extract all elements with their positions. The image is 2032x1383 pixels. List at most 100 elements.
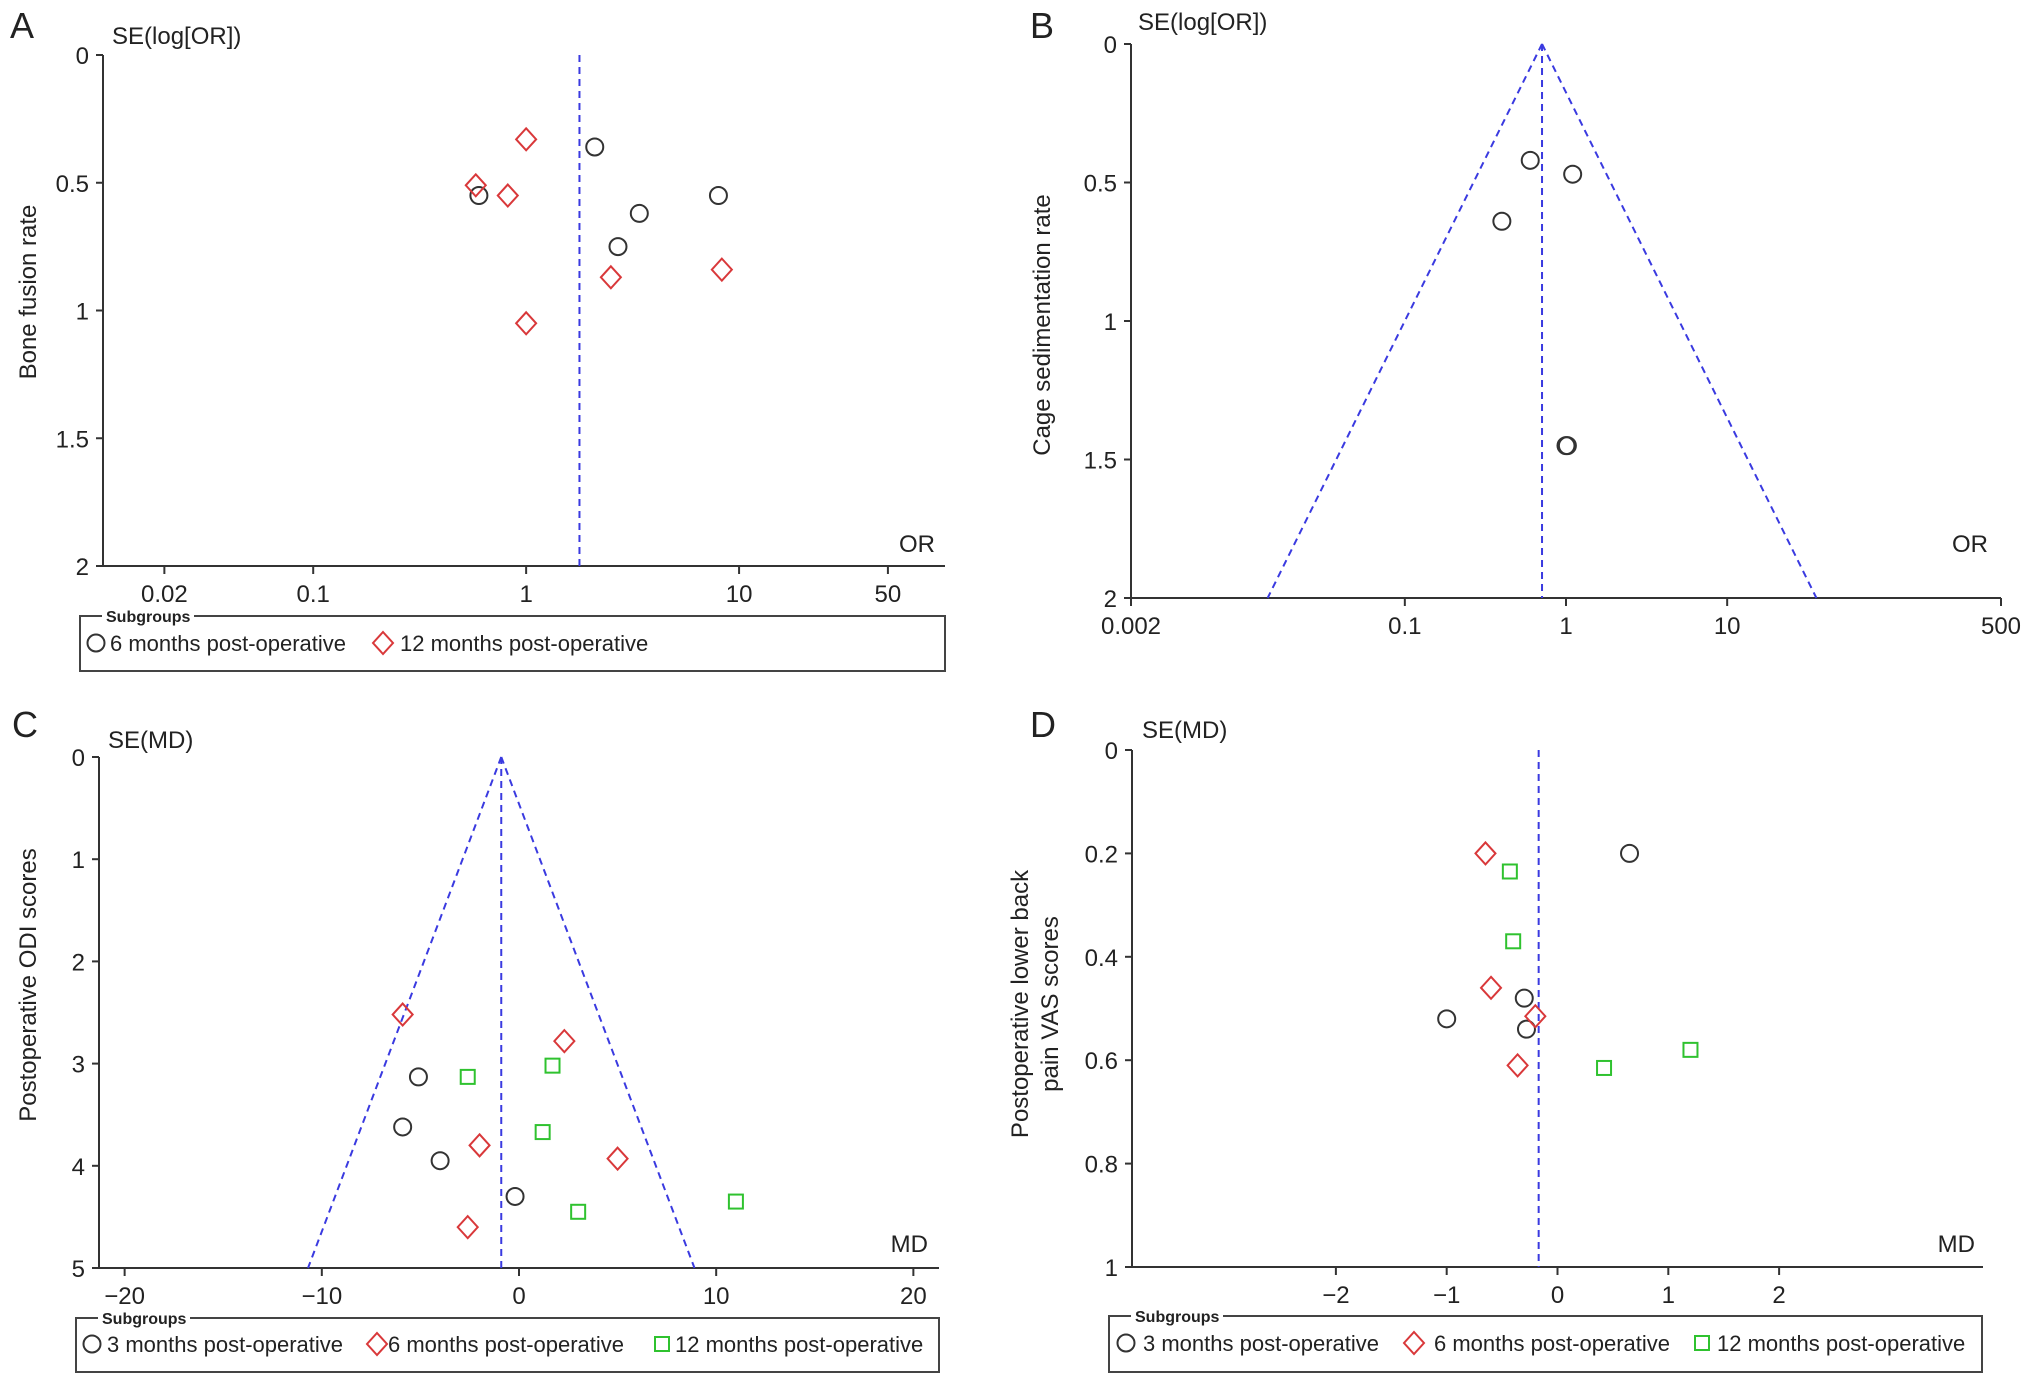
x-tick-label: 10 (1714, 613, 1741, 640)
x-axis-label: OR (899, 531, 935, 558)
data-point-diamond (710, 257, 734, 283)
panel-letter: A (10, 5, 34, 46)
x-tick-label: −1 (1433, 1282, 1460, 1309)
x-tick-label: 20 (900, 1283, 927, 1310)
x-axis-label: MD (891, 1231, 928, 1258)
panel-d: D SE(MD) Postoperative lower back pain VAS … (1007, 704, 1983, 1373)
y-tick-label: 0.8 (1085, 1152, 1118, 1179)
funnel-left-line (307, 756, 503, 1269)
data-point-circle (408, 1067, 428, 1087)
y-tick-label: 2 (76, 554, 89, 581)
data-point-circle (708, 186, 728, 206)
legend-item-label: 12 months post-operative (1717, 1331, 1965, 1356)
y-axis-label: Bone fusion rate (15, 205, 42, 380)
legend-item-label: 12 months post-operative (400, 631, 648, 656)
legend-title: Subgroups (106, 609, 191, 626)
y-tick-label: 0.4 (1085, 945, 1118, 972)
x-axis-label: MD (1938, 1231, 1975, 1258)
legend-circle-icon (82, 1334, 102, 1354)
y-tick-label: 0.2 (1085, 841, 1118, 868)
legend-title: Subgroups (102, 1311, 187, 1328)
data-point-diamond (391, 1002, 415, 1028)
data-point-circle (1437, 1009, 1457, 1029)
panel-letter: B (1030, 5, 1054, 46)
data-point-circle (1520, 150, 1540, 170)
data-point-circle (1492, 211, 1512, 231)
data-point-circle (585, 137, 605, 157)
data-point-diamond (553, 1028, 576, 1054)
y-axis-label-line: Postoperative lower back (1007, 869, 1034, 1138)
funnel-left-line (1266, 43, 1543, 599)
panel-letter: D (1030, 704, 1056, 745)
legend-title-background (102, 608, 194, 624)
y-axis-label: Postoperative ODI scores (15, 848, 42, 1121)
x-tick-label: 0 (512, 1283, 525, 1310)
y-axis-label: Cage sedimentation rate (1029, 194, 1056, 456)
data-point-diamond (464, 172, 488, 198)
data-point-square (544, 1057, 561, 1074)
legend-diamond-icon (365, 1331, 389, 1357)
x-tick-label: −20 (104, 1283, 145, 1310)
y-axis-label-line: Bone fusion rate (15, 205, 42, 380)
data-point-diamond (599, 264, 623, 290)
legend-diamond-icon (1402, 1330, 1426, 1356)
y-tick-label: 1.5 (56, 426, 89, 453)
legend-box (75, 1317, 940, 1373)
data-point-diamond (514, 310, 538, 336)
legend-square-icon (1694, 1335, 1710, 1351)
data-point-square (534, 1124, 551, 1141)
data-point-diamond (1506, 1052, 1529, 1078)
legend-item-label: 12 months post-operative (675, 1332, 923, 1357)
data-point-circle (1620, 843, 1640, 863)
y-tick-label: 0.5 (1084, 171, 1117, 198)
x-tick-label: 500 (1981, 613, 2021, 640)
y-axis-title: SE(MD) (108, 727, 193, 754)
data-point-diamond (496, 183, 520, 209)
data-point-circle (505, 1186, 525, 1206)
legend-item-label: 6 months post-operative (388, 1332, 624, 1357)
y-tick-label: 1 (72, 847, 85, 874)
y-tick-label: 1 (76, 299, 89, 326)
data-point-circle (393, 1117, 413, 1137)
x-tick-label: 2 (1772, 1282, 1785, 1309)
data-point-circle (1516, 1019, 1536, 1039)
legend-item-label: 3 months post-operative (107, 1332, 343, 1357)
x-tick-label: −10 (301, 1283, 342, 1310)
x-tick-label: 0.02 (141, 581, 188, 608)
x-tick-label: 0.002 (1101, 613, 1161, 640)
panel-c: C SE(MD)Postoperative ODI scoresMD012345−… (12, 704, 940, 1373)
panel-letter: C (12, 704, 38, 745)
legend-title-background (1131, 1308, 1223, 1324)
y-tick-label: 0 (72, 745, 85, 772)
y-tick-label: 2 (72, 949, 85, 976)
x-tick-label: 10 (703, 1283, 730, 1310)
legend-circle-icon (86, 633, 106, 653)
y-tick-label: 3 (72, 1052, 85, 1079)
x-tick-label: 50 (875, 581, 902, 608)
data-point-diamond (1479, 975, 1503, 1001)
data-point-circle (629, 203, 649, 223)
y-tick-label: 0 (1104, 32, 1117, 59)
panel-b: B SE(log[OR]) Cage sedimentation rate OR 0 0.… (1029, 5, 2021, 640)
data-point-square (1505, 933, 1522, 950)
y-axis-title: SE(MD) (1142, 717, 1227, 744)
legend-item-label: 6 months post-operative (1434, 1331, 1670, 1356)
data-point-diamond (1474, 840, 1497, 866)
legend-box (79, 615, 946, 672)
data-point-square (1682, 1041, 1699, 1058)
x-tick-label: 0.1 (1388, 613, 1421, 640)
legend-item-label: 3 months post-operative (1143, 1331, 1379, 1356)
x-tick-label: 0 (1551, 1282, 1564, 1309)
y-tick-label: 2 (1104, 586, 1117, 613)
legend-title-background (98, 1310, 190, 1326)
x-axis-label: OR (1952, 531, 1988, 558)
x-tick-label: 1 (1662, 1282, 1675, 1309)
x-tick-label: 10 (726, 581, 753, 608)
y-tick-label: 0 (76, 43, 89, 70)
legend-title: Subgroups (1135, 1309, 1220, 1326)
y-axis-label-line: Cage sedimentation rate (1029, 194, 1056, 456)
x-tick-label: 1 (519, 581, 532, 608)
data-point-diamond (456, 1214, 480, 1240)
data-point-circle (608, 237, 628, 257)
